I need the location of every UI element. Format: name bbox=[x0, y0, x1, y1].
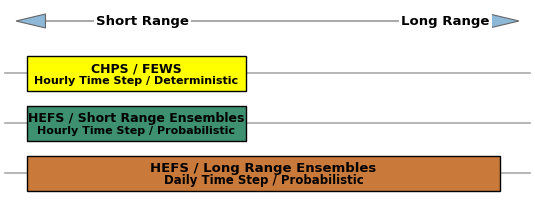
Text: Daily Time Step / Probabilistic: Daily Time Step / Probabilistic bbox=[164, 174, 363, 187]
Text: Hourly Time Step / Probabilistic: Hourly Time Step / Probabilistic bbox=[37, 126, 235, 136]
Text: Hourly Time Step / Deterministic: Hourly Time Step / Deterministic bbox=[34, 76, 239, 86]
Polygon shape bbox=[490, 14, 519, 28]
Polygon shape bbox=[16, 14, 45, 28]
Text: Short Range: Short Range bbox=[96, 15, 189, 27]
Bar bbox=[27, 156, 500, 190]
Text: CHPS / FEWS: CHPS / FEWS bbox=[91, 62, 182, 75]
Text: HEFS / Short Range Ensembles: HEFS / Short Range Ensembles bbox=[28, 112, 244, 125]
Bar bbox=[27, 55, 246, 90]
Text: HEFS / Long Range Ensembles: HEFS / Long Range Ensembles bbox=[150, 162, 377, 175]
Bar bbox=[27, 106, 246, 140]
Text: Long Range: Long Range bbox=[401, 15, 490, 27]
